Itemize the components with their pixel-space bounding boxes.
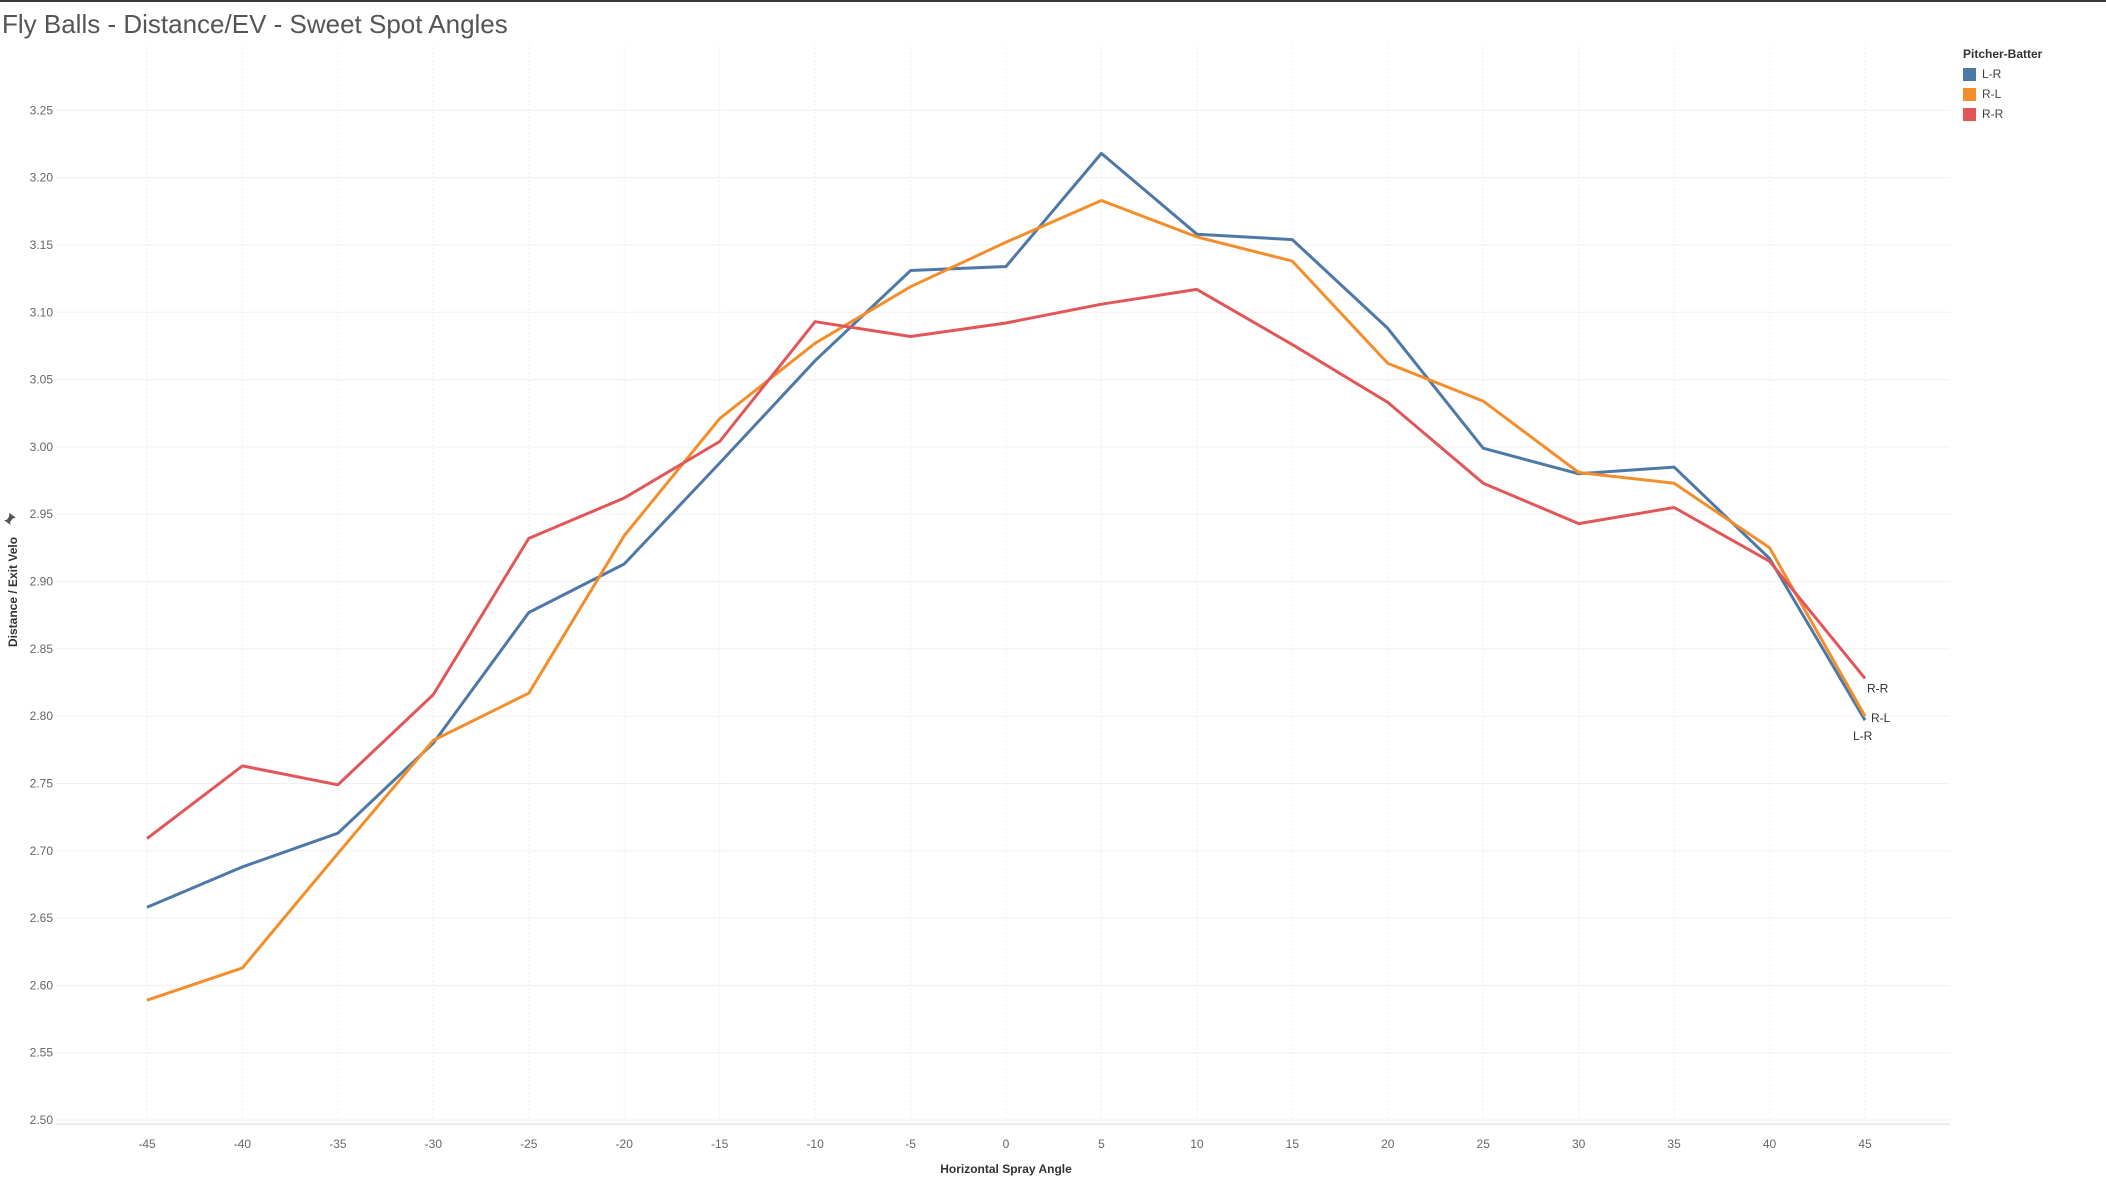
x-tick-label: 15 — [1286, 1137, 1300, 1151]
y-tick-label: 2.75 — [30, 776, 54, 790]
y-tick-label: 2.60 — [30, 978, 54, 992]
legend-label-l-r: L-R — [1982, 67, 2002, 81]
end-label-r-r: R-R — [1867, 681, 1889, 695]
y-tick-label: 2.80 — [30, 709, 54, 723]
legend-swatch-l-r — [1963, 67, 1976, 81]
end-label-l-r: L-R — [1853, 729, 1873, 743]
y-tick-label: 2.95 — [30, 507, 54, 521]
legend-label-r-r: R-R — [1982, 107, 2004, 121]
y-tick-label: 3.00 — [30, 440, 54, 454]
x-tick-label: -40 — [234, 1137, 252, 1151]
top-border — [0, 0, 2106, 2]
y-tick-label: 3.25 — [30, 103, 54, 117]
x-tick-label: 5 — [1098, 1137, 1105, 1151]
chart-title: Fly Balls - Distance/EV - Sweet Spot Ang… — [2, 9, 508, 39]
y-tick-label: 2.55 — [30, 1046, 54, 1060]
y-tick-label: 2.70 — [30, 844, 54, 858]
x-tick-labels: -45 -40 -35 -30 -25 -20 -15 -10 -5 0 5 10 15 20 25 30 35… — [138, 1137, 1872, 1151]
x-tick-label: -30 — [425, 1137, 443, 1151]
x-tick-label: -45 — [138, 1137, 156, 1151]
legend-item-r-l[interactable]: R-L — [1963, 84, 2042, 104]
x-tick-label: 30 — [1572, 1137, 1586, 1151]
y-tick-label: 3.10 — [30, 305, 54, 319]
x-axis-label: Horizontal Spray Angle — [940, 1162, 1072, 1176]
series-lines — [146, 151, 1867, 1002]
x-tick-label: 35 — [1667, 1137, 1681, 1151]
pin-icon[interactable] — [4, 512, 16, 525]
x-tick-label: 40 — [1763, 1137, 1777, 1151]
x-tick-label: 0 — [1003, 1137, 1010, 1151]
end-label-r-l: R-L — [1871, 711, 1891, 725]
grid-lines — [56, 44, 1950, 1125]
legend-label-r-l: R-L — [1982, 87, 2002, 101]
x-tick-label: -5 — [905, 1137, 916, 1151]
y-tick-label: 2.90 — [30, 575, 54, 589]
y-axis-label: Distance / Exit Velo — [6, 537, 20, 647]
y-tick-label: 3.20 — [30, 171, 54, 185]
x-tick-label: -15 — [711, 1137, 729, 1151]
y-tick-label: 3.15 — [30, 238, 54, 252]
legend-swatch-r-r — [1963, 107, 1976, 121]
x-tick-label: -25 — [520, 1137, 538, 1151]
legend-item-r-r[interactable]: R-R — [1963, 104, 2042, 124]
y-tick-label: 2.50 — [30, 1113, 54, 1127]
y-tick-label: 2.85 — [30, 642, 54, 656]
legend[interactable]: Pitcher-Batter L-R R-L R-R — [1963, 47, 2042, 124]
x-tick-label: -20 — [616, 1137, 634, 1151]
legend-swatch-r-l — [1963, 87, 1976, 101]
y-tick-label: 2.65 — [30, 911, 54, 925]
y-tick-label: 3.05 — [30, 373, 54, 387]
end-labels: L-R R-L R-R — [1853, 681, 1891, 743]
series-line-r-l[interactable] — [146, 199, 1867, 1002]
y-tick-labels: 2.50 2.55 2.60 2.65 2.70 2.75 2.80 2.85 2.90 2.95… — [30, 103, 54, 1127]
x-tick-label: 25 — [1477, 1137, 1491, 1151]
x-tick-label: 45 — [1858, 1137, 1872, 1151]
legend-title: Pitcher-Batter — [1963, 47, 2043, 61]
series-line-r-r[interactable] — [146, 287, 1867, 840]
legend-item-l-r[interactable]: L-R — [1963, 64, 2042, 84]
x-tick-label: 20 — [1381, 1137, 1395, 1151]
x-tick-label: -35 — [329, 1137, 347, 1151]
series-line-l-r[interactable] — [146, 151, 1867, 909]
x-tick-label: -10 — [806, 1137, 824, 1151]
x-tick-label: 10 — [1190, 1137, 1204, 1151]
